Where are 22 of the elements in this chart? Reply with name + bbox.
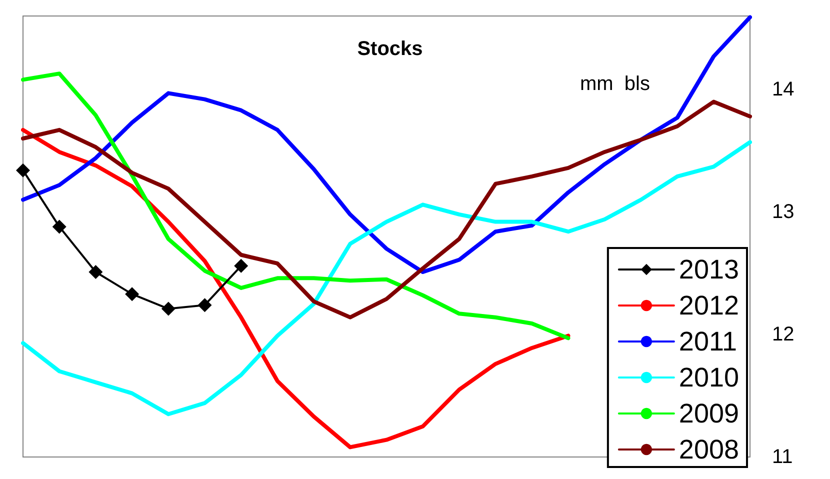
line-series (21, 72, 570, 340)
y-tick-label: 11 (772, 446, 793, 468)
legend-label: 2008 (678, 434, 740, 464)
point (88, 265, 103, 280)
legend-label: 2012 (678, 290, 740, 320)
point (234, 258, 248, 273)
point (16, 163, 30, 178)
line-series (21, 100, 752, 320)
legend-label: 2013 (678, 254, 740, 284)
y-tick-label: 12 (772, 324, 794, 346)
point (125, 287, 140, 302)
annotation: mm bls (580, 73, 650, 95)
text: Stocks (357, 38, 423, 60)
point (161, 302, 176, 316)
legend-label: 2010 (678, 362, 740, 392)
point (52, 220, 66, 234)
legend-label: 2009 (678, 398, 740, 428)
point (198, 298, 212, 312)
y-tick-label: 13 (772, 201, 794, 223)
line-series (21, 128, 570, 450)
legend-label: 2011 (678, 326, 737, 356)
y-tick-label: 14 (772, 78, 794, 100)
